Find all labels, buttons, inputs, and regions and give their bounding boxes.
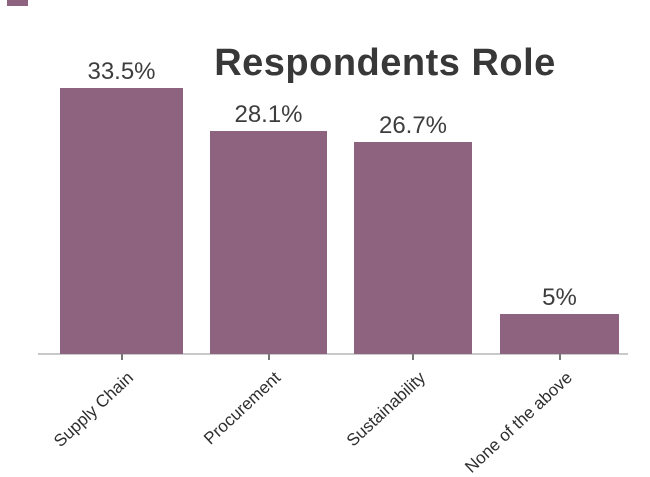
category-label: Sustainability [342, 368, 429, 451]
bar-sustainability [354, 142, 472, 354]
value-label: 5% [542, 284, 577, 311]
axis-tick [267, 354, 270, 360]
top-left-artifact [7, 0, 28, 6]
category-label: None of the above [460, 368, 576, 477]
axis-tick [558, 354, 561, 360]
x-axis-line [38, 353, 628, 355]
chart-title: Respondents Role [214, 42, 556, 84]
bar-none-of-the-above [500, 314, 619, 354]
value-label: 28.1% [234, 101, 303, 128]
value-label: 26.7% [378, 112, 448, 139]
bar-procurement [210, 131, 327, 354]
value-label: 33.5% [87, 58, 156, 85]
bar-supply-chain [60, 88, 183, 354]
axis-tick [120, 354, 123, 360]
category-label: Procurement [200, 368, 285, 449]
category-label: Supply Chain [50, 368, 138, 451]
axis-tick [412, 354, 414, 360]
